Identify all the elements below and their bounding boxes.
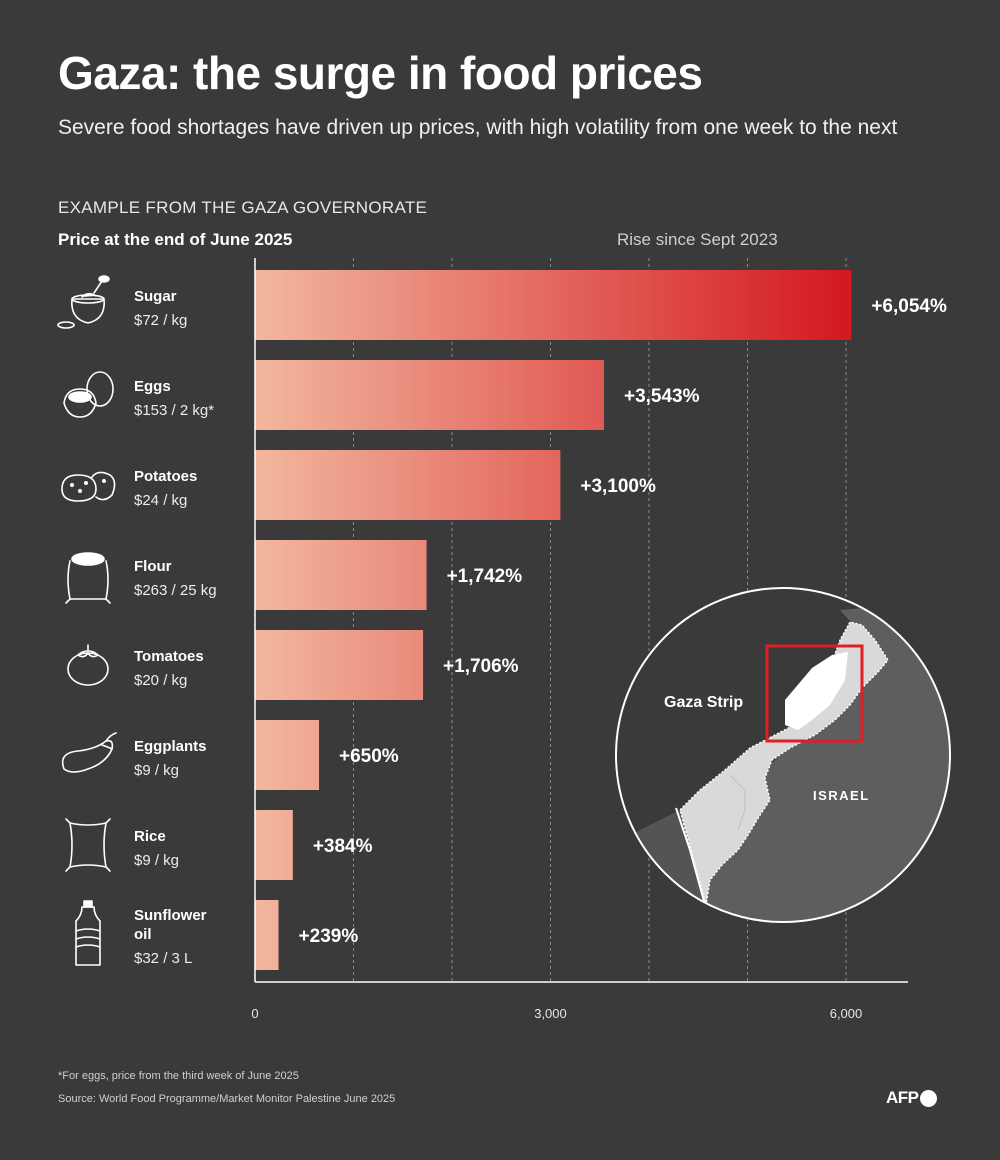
category-label: Sunflower: [134, 907, 207, 924]
eggs-icon: [63, 371, 114, 418]
price-label: $24 / kg: [134, 492, 187, 509]
bar: [255, 810, 293, 880]
afp-logo: AFP: [886, 1088, 937, 1108]
price-label: $9 / kg: [134, 762, 179, 779]
category-label: Sugar: [134, 288, 177, 305]
potatoes-icon: [61, 471, 116, 502]
rice-bag-icon: [65, 818, 111, 872]
x-tick-label: 6,000: [830, 1006, 863, 1021]
israel-label: ISRAEL: [813, 788, 870, 803]
data-label: +3,100%: [580, 476, 656, 497]
egypt-border: [675, 807, 706, 906]
price-label: $9 / kg: [134, 852, 179, 869]
gaza-governorate-highlight: [765, 644, 864, 743]
x-tick-label: 3,000: [534, 1006, 567, 1021]
bar: [255, 720, 320, 790]
data-label: +6,054%: [871, 296, 947, 317]
value-axis-title: Rise since Sept 2023: [617, 230, 778, 249]
bar: [255, 630, 424, 700]
data-label: +1,742%: [447, 566, 523, 587]
category-label: Eggs: [134, 378, 171, 395]
bar: [255, 270, 852, 340]
bar: [255, 450, 561, 520]
afp-logo-dot: [919, 1089, 937, 1107]
data-label: +1,706%: [443, 656, 519, 677]
gaza-governorate-shape: [785, 652, 848, 730]
data-label: +384%: [313, 836, 373, 857]
flour-sack-icon: [65, 552, 111, 604]
inset-map-ring: [615, 587, 951, 923]
price-label: $32 / 3 L: [134, 950, 192, 967]
bar: [255, 540, 427, 610]
category-label: oil: [134, 926, 152, 943]
category-label: Eggplants: [134, 738, 207, 755]
price-label: $263 / 25 kg: [134, 582, 217, 599]
data-label: +3,543%: [624, 386, 700, 407]
price-label: $20 / kg: [134, 672, 187, 689]
sugar-bowl-icon: [57, 275, 110, 329]
category-label: Tomatoes: [134, 648, 204, 665]
price-label: $153 / 2 kg*: [134, 402, 214, 419]
x-tick-label: 0: [251, 1006, 258, 1021]
eggplant-icon: [61, 732, 117, 773]
tomato-icon: [67, 644, 109, 686]
israel-area: [690, 600, 950, 922]
category-label: Rice: [134, 828, 166, 845]
internal-border: [729, 774, 746, 831]
category-label: Flour: [134, 558, 172, 575]
price-column-header: Price at the end of June 2025: [58, 230, 293, 249]
source-note: Source: World Food Programme/Market Moni…: [58, 1093, 396, 1105]
section-label: EXAMPLE FROM THE GAZA GOVERNORATE: [58, 198, 428, 217]
chart-title: Gaza: the surge in food prices: [58, 47, 703, 99]
bar: [255, 360, 604, 430]
chart-subtitle: Severe food shortages have driven up pri…: [58, 116, 898, 139]
oil-bottle-icon: [75, 900, 101, 966]
inset-map: Gaza Strip ISRAEL: [615, 587, 951, 923]
footnote: *For eggs, price from the third week of …: [58, 1070, 299, 1082]
data-label: +239%: [299, 926, 359, 947]
bar: [255, 900, 279, 970]
price-label: $72 / kg: [134, 312, 187, 329]
data-label: +650%: [339, 746, 399, 767]
afp-logo-text: AFP: [886, 1088, 919, 1107]
gaza-strip-label: Gaza Strip: [664, 694, 743, 711]
category-label: Potatoes: [134, 468, 197, 485]
